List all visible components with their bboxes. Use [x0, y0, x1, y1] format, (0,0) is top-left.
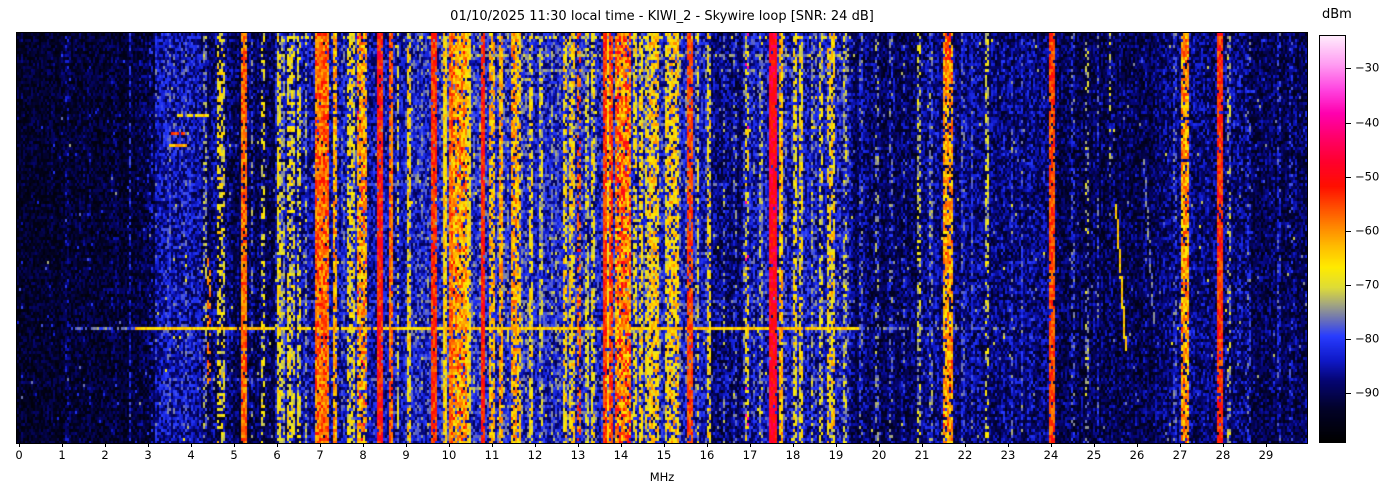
x-tick-mark	[664, 443, 665, 447]
colorbar-tick-label: −70	[1355, 277, 1380, 292]
x-tick-label: 20	[871, 448, 887, 462]
x-tick-mark	[191, 443, 192, 447]
colorbar-tick-label: −60	[1355, 223, 1380, 238]
x-tick-mark	[836, 443, 837, 447]
x-tick-label: 5	[230, 448, 238, 462]
x-tick-label: 3	[144, 448, 152, 462]
x-tick-mark	[406, 443, 407, 447]
colorbar-tick-mark	[1346, 122, 1351, 124]
plot-area	[16, 32, 1308, 444]
chart-title: 01/10/2025 11:30 local time - KIWI_2 - S…	[450, 9, 874, 24]
x-tick-mark	[750, 443, 751, 447]
x-tick-label: 16	[699, 448, 715, 462]
x-tick-mark	[621, 443, 622, 447]
x-tick-label: 1	[58, 448, 66, 462]
x-tick-label: 28	[1215, 448, 1231, 462]
x-tick-label: 18	[785, 448, 801, 462]
x-tick-label: 15	[656, 448, 672, 462]
x-tick-label: 19	[828, 448, 844, 462]
x-tick-label: 26	[1129, 448, 1145, 462]
x-tick-label: 10	[441, 448, 457, 462]
colorbar	[1319, 35, 1346, 443]
colorbar-tick-label: −40	[1355, 115, 1380, 130]
x-tick-mark	[19, 443, 20, 447]
x-tick-label: 17	[742, 448, 758, 462]
x-tick-mark	[449, 443, 450, 447]
x-tick-label: 14	[613, 448, 629, 462]
x-tick-label: 12	[527, 448, 543, 462]
x-tick-mark	[793, 443, 794, 447]
x-tick-label: 24	[1043, 448, 1059, 462]
spectrogram-heatmap	[17, 33, 1307, 443]
x-tick-label: 0	[15, 448, 23, 462]
colorbar-tick-label: −30	[1355, 61, 1380, 76]
x-tick-mark	[535, 443, 536, 447]
colorbar-tick-mark	[1346, 176, 1351, 178]
colorbar-tick-mark	[1346, 339, 1351, 341]
x-tick-label: 4	[187, 448, 195, 462]
x-tick-mark	[492, 443, 493, 447]
x-tick-mark	[148, 443, 149, 447]
x-tick-label: 29	[1258, 448, 1274, 462]
x-tick-mark	[965, 443, 966, 447]
x-tick-label: 9	[402, 448, 410, 462]
colorbar-tick-label: −50	[1355, 169, 1380, 184]
x-tick-label: 23	[1000, 448, 1016, 462]
x-tick-mark	[578, 443, 579, 447]
x-tick-mark	[1051, 443, 1052, 447]
x-tick-mark	[1266, 443, 1267, 447]
colorbar-tick-label: −90	[1355, 385, 1380, 400]
x-tick-label: 7	[316, 448, 324, 462]
x-tick-mark	[277, 443, 278, 447]
x-tick-mark	[62, 443, 63, 447]
x-tick-mark	[1094, 443, 1095, 447]
x-tick-label: 2	[101, 448, 109, 462]
x-tick-label: 21	[914, 448, 930, 462]
x-tick-label: 11	[484, 448, 500, 462]
x-tick-mark	[320, 443, 321, 447]
x-tick-mark	[1137, 443, 1138, 447]
x-tick-label: 6	[273, 448, 281, 462]
x-tick-mark	[234, 443, 235, 447]
x-tick-label: 8	[359, 448, 367, 462]
colorbar-tick-label: −80	[1355, 331, 1380, 346]
x-tick-label: 25	[1086, 448, 1102, 462]
x-axis-label: MHz	[649, 470, 675, 484]
x-tick-label: 27	[1172, 448, 1188, 462]
x-tick-mark	[363, 443, 364, 447]
x-tick-mark	[1008, 443, 1009, 447]
colorbar-tick-mark	[1346, 68, 1351, 70]
x-tick-mark	[1223, 443, 1224, 447]
colorbar-tick-mark	[1346, 393, 1351, 395]
colorbar-tick-mark	[1346, 230, 1351, 232]
x-tick-mark	[879, 443, 880, 447]
x-tick-label: 13	[570, 448, 586, 462]
x-tick-label: 22	[957, 448, 973, 462]
colorbar-gradient	[1320, 36, 1345, 442]
colorbar-tick-mark	[1346, 285, 1351, 286]
x-tick-mark	[707, 443, 708, 447]
x-tick-mark	[105, 443, 106, 447]
colorbar-label: dBm	[1322, 7, 1352, 22]
x-tick-mark	[922, 443, 923, 447]
x-tick-mark	[1180, 443, 1181, 447]
